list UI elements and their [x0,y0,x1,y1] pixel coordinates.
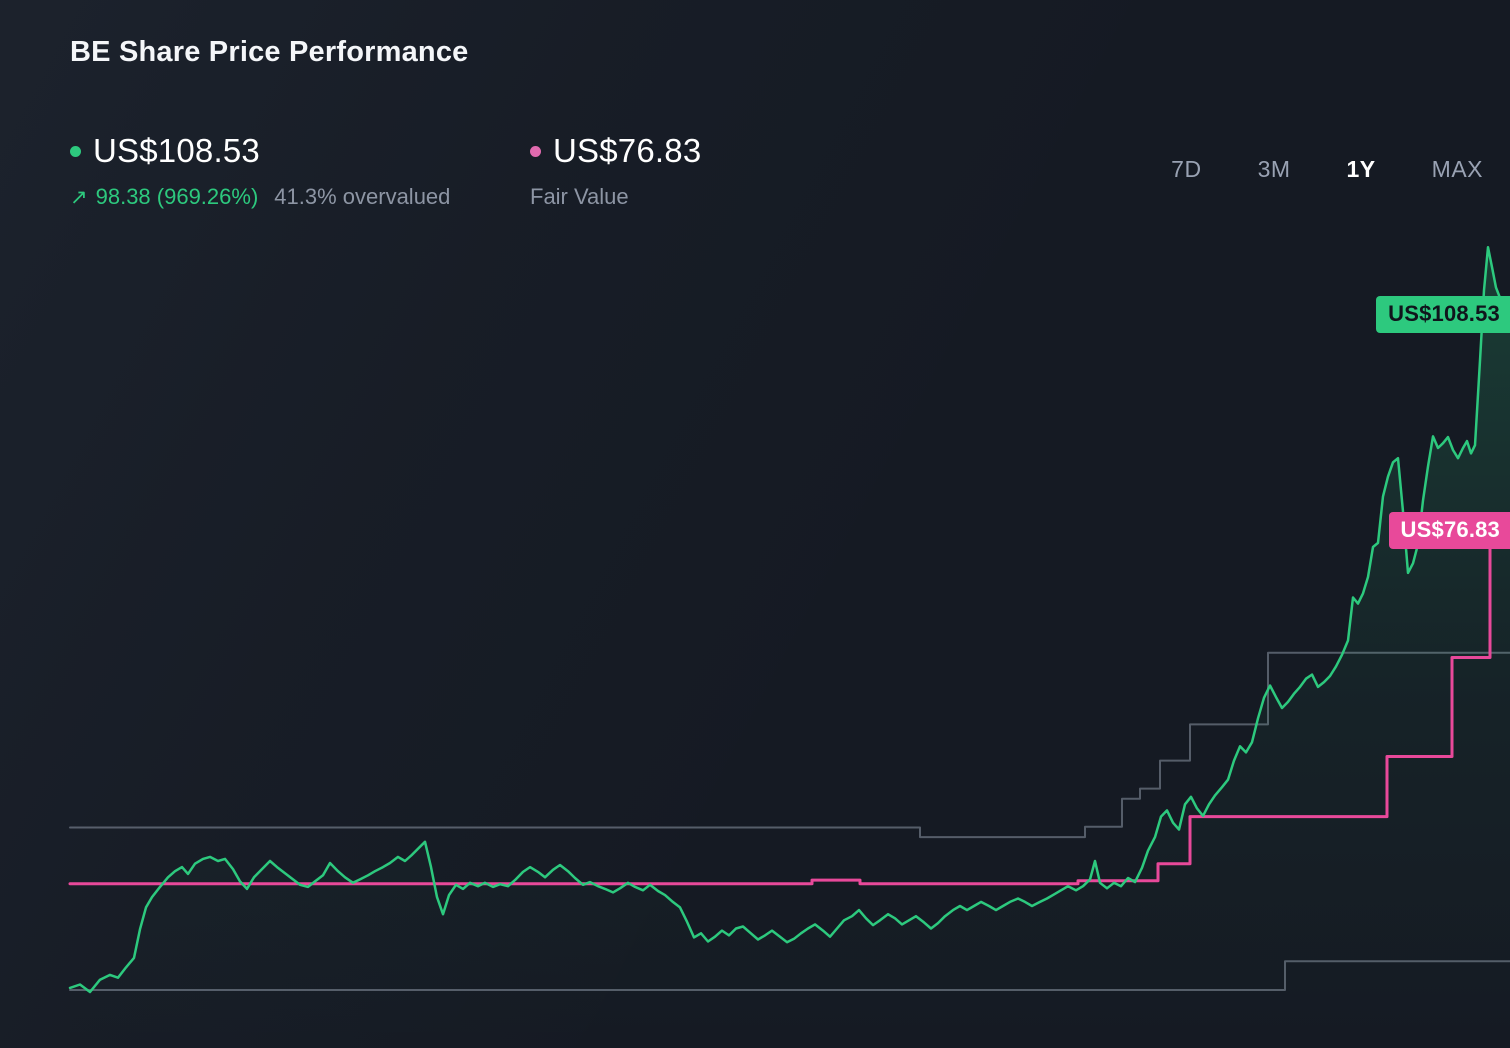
fair-value-label: Fair Value [530,184,629,209]
fair-value-value: US$76.83 [553,132,702,169]
share-price-dot-icon [70,145,81,157]
chart-legend: US$108.53 ↗ 98.38 (969.26%) 41.3% overva… [70,132,990,210]
series-share-price [68,246,1510,994]
fair-value-end-label: US$76.83 [1388,512,1510,550]
share-price-value: US$108.53 [93,132,260,169]
range-button-1y[interactable]: 1Y [1346,156,1376,182]
chart-header: BE Share Price Performance [70,36,469,69]
trend-up-icon: ↗ [70,186,88,209]
share-price-change: 98.38 (969.26%) [95,184,259,209]
series-fair-value [68,528,1510,886]
page-title: BE Share Price Performance [70,36,469,68]
series-valuation-band-upper [69,651,1510,839]
share-price-area-fill [70,247,1510,1048]
fair-value-legend-group: US$76.83 Fair Value [530,132,990,210]
share-price-legend-group: US$108.53 ↗ 98.38 (969.26%) 41.3% overva… [70,132,530,210]
range-button-3m[interactable]: 3M [1257,156,1291,182]
share-price-end-label: US$108.53 [1376,295,1510,333]
overvalued-note: 41.3% overvalued [274,184,451,209]
fair-value-dot-icon [530,145,541,157]
time-range-selector: 7D 3M 1Y MAX [1171,156,1483,183]
range-button-max[interactable]: MAX [1431,156,1483,182]
range-button-7d[interactable]: 7D [1171,156,1202,182]
